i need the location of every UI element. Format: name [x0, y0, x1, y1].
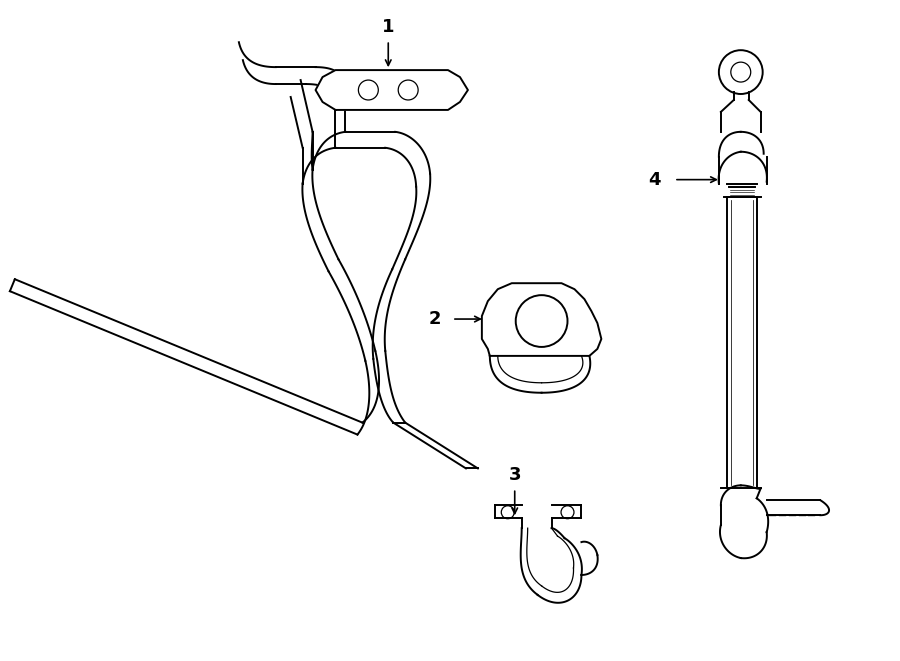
Polygon shape	[482, 283, 601, 356]
Text: 1: 1	[382, 19, 394, 36]
Text: 4: 4	[648, 171, 661, 188]
Text: 3: 3	[508, 467, 521, 485]
Text: 2: 2	[428, 310, 441, 328]
Polygon shape	[316, 70, 468, 110]
